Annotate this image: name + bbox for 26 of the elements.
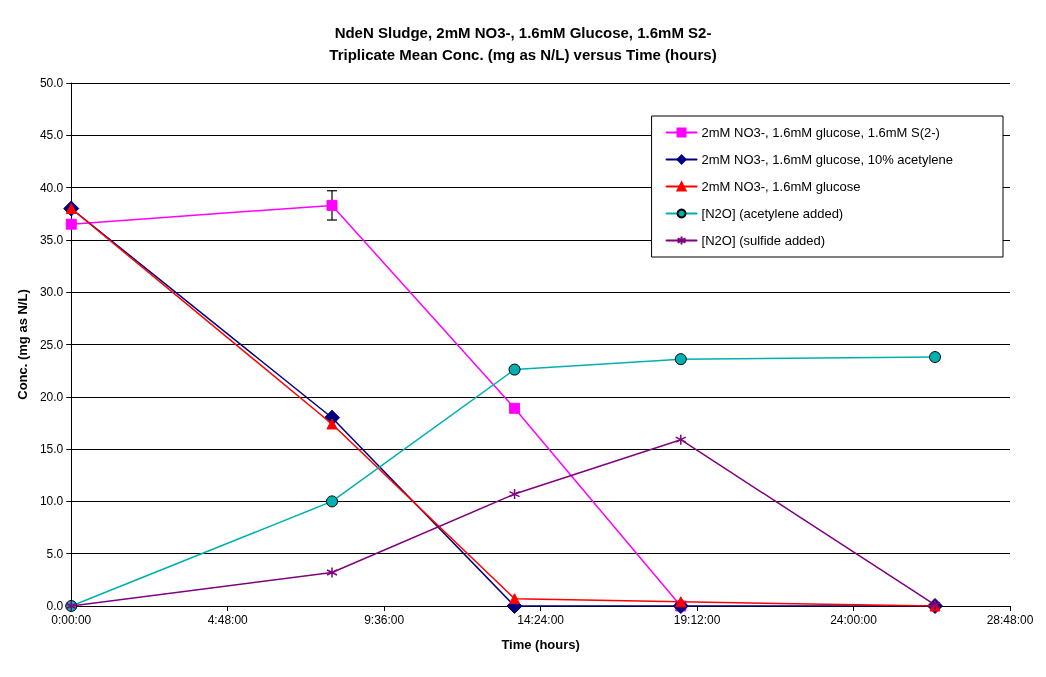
y-tick-label: 5.0 — [46, 546, 64, 561]
y-tick-label: 35.0 — [39, 232, 64, 247]
x-axis-title: Time (hours) — [501, 637, 580, 652]
x-tick-label: 19:12:00 — [673, 613, 721, 627]
y-tick-label: 45.0 — [39, 128, 64, 143]
x-tick-label: 28:48:00 — [986, 613, 1034, 627]
x-tick-label: 4:48:00 — [207, 613, 249, 627]
legend-label: 2mM NO3-, 1.6mM glucose — [701, 179, 861, 194]
legend-label: 2mM NO3-, 1.6mM glucose, 1.6mM S(2-) — [701, 125, 940, 140]
chart-title: NdeN Sludge, 2mM NO3-, 1.6mM Glucose, 1.6mM S2- Triplicate Mean Conc. (mg as N/L) versus Time (hours) — [329, 23, 717, 63]
x-tick-label: 0:00:00 — [51, 613, 92, 627]
x-tick-label: 9:36:00 — [364, 613, 405, 627]
legend-label: [N2O] (sulfide added) — [701, 233, 826, 248]
legend-label: [N2O] (acetylene added) — [701, 206, 844, 221]
y-axis-title: Conc. (mg as N/L) — [15, 289, 30, 400]
x-tick-label: 14:24:00 — [517, 613, 565, 627]
y-tick-label: 10.0 — [39, 494, 64, 509]
y-tick-label: 25.0 — [39, 337, 64, 352]
x-tick-label: 24:00:00 — [830, 613, 878, 627]
legend-label: 2mM NO3-, 1.6mM glucose, 10% acetylene — [701, 152, 953, 167]
y-tick-label: 30.0 — [39, 285, 64, 300]
y-tick-label: 40.0 — [39, 180, 64, 195]
y-tick-label: 15.0 — [39, 442, 64, 457]
y-tick-label: 50.0 — [39, 76, 64, 90]
y-tick-label: 20.0 — [39, 389, 64, 404]
y-tick-label: 0.0 — [46, 599, 64, 613]
